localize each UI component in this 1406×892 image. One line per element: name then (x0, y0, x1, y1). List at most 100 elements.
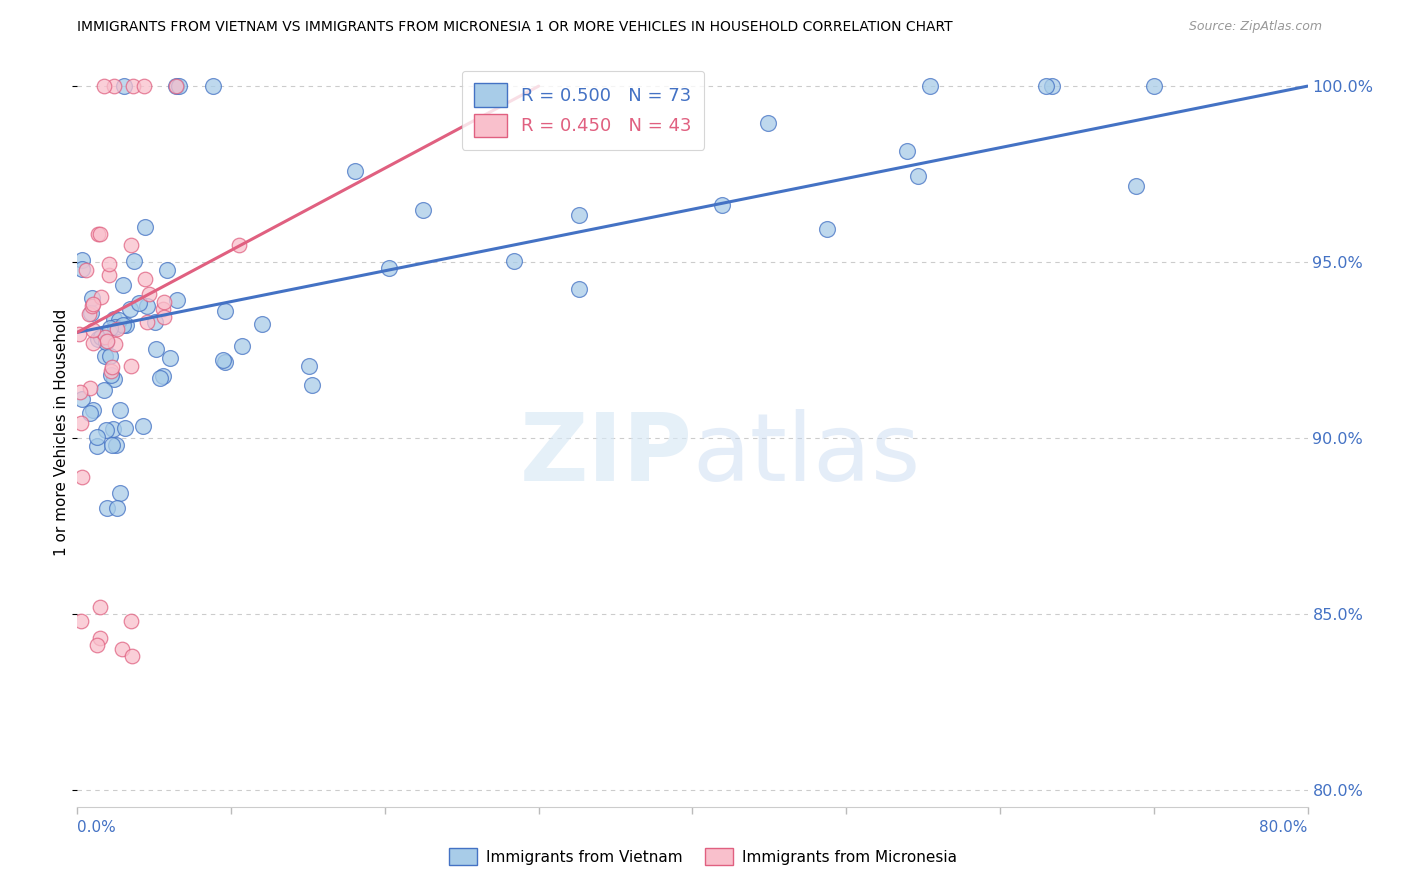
Point (111, 277, 134, 292)
Point (132, 419, 155, 434)
Point (93, 383, 115, 397)
Point (98, 320, 121, 334)
Point (108, 403, 131, 417)
Point (112, 79, 135, 94)
Point (108, 313, 131, 327)
Point (918, 79, 941, 94)
Text: IMMIGRANTS FROM VIETNAM VS IMMIGRANTS FROM MICRONESIA 1 OR MORE VEHICLES IN HOUS: IMMIGRANTS FROM VIETNAM VS IMMIGRANTS FR… (77, 20, 953, 34)
Point (120, 359, 142, 374)
Point (228, 238, 250, 252)
Point (152, 301, 174, 316)
Point (70, 470, 93, 484)
Legend: Immigrants from Vietnam, Immigrants from Micronesia: Immigrants from Vietnam, Immigrants from… (443, 842, 963, 871)
Y-axis label: 1 or more Vehicles in Household: 1 or more Vehicles in Household (53, 309, 69, 557)
Point (89, 330, 111, 344)
Point (90, 290, 112, 304)
Point (136, 299, 159, 313)
Point (214, 355, 236, 369)
Point (86, 430, 108, 444)
Point (70, 262, 93, 277)
Point (1040, 79, 1063, 94)
Point (94, 335, 117, 350)
Point (568, 282, 591, 296)
Point (111, 318, 134, 332)
Point (96, 501, 118, 516)
Point (907, 169, 929, 183)
Point (503, 254, 526, 268)
Point (86, 639, 108, 653)
Point (756, 116, 779, 130)
Point (104, 319, 127, 334)
Point (896, 145, 918, 159)
Point (82, 402, 104, 417)
Point (202, 79, 225, 94)
Point (70, 392, 93, 406)
Text: Source: ZipAtlas.com: Source: ZipAtlas.com (1188, 20, 1322, 33)
Point (94, 330, 117, 344)
Point (103, 312, 125, 326)
Point (94, 349, 117, 363)
Point (101, 359, 124, 374)
Point (82, 323, 104, 337)
Point (132, 79, 155, 94)
Point (817, 222, 839, 236)
Point (711, 198, 734, 212)
Point (1125, 179, 1147, 194)
Point (89, 227, 111, 241)
Point (412, 202, 434, 217)
Point (145, 315, 167, 329)
Point (87, 333, 110, 347)
Point (108, 486, 131, 500)
Point (98, 349, 121, 363)
Point (134, 220, 156, 235)
Point (96, 334, 118, 348)
Point (97, 268, 120, 282)
Text: ZIP: ZIP (520, 409, 693, 501)
Point (152, 369, 174, 384)
Point (94, 423, 117, 437)
Point (79, 407, 101, 421)
Point (166, 79, 188, 94)
Point (87, 227, 110, 242)
Point (105, 438, 128, 452)
Point (103, 79, 125, 94)
Point (114, 420, 136, 434)
Point (103, 372, 125, 386)
Point (214, 304, 236, 318)
Point (165, 79, 187, 94)
Point (67, 327, 90, 342)
Point (138, 287, 160, 301)
Point (153, 295, 176, 310)
Point (231, 339, 253, 353)
Legend: R = 0.500   N = 73, R = 0.450   N = 43: R = 0.500 N = 73, R = 0.450 N = 43 (461, 70, 704, 150)
Point (156, 262, 179, 277)
Point (82, 335, 104, 350)
Point (100, 438, 122, 452)
Point (70, 417, 93, 431)
Text: 80.0%: 80.0% (1260, 821, 1308, 835)
Point (89, 599, 111, 614)
Point (82, 291, 104, 305)
Point (250, 318, 273, 332)
Point (89, 632, 111, 646)
Point (343, 163, 366, 178)
Point (301, 378, 323, 392)
Point (128, 295, 150, 310)
Point (212, 353, 235, 368)
Point (378, 261, 401, 276)
Point (145, 342, 167, 356)
Point (111, 642, 134, 657)
Point (82, 297, 104, 311)
Point (100, 364, 122, 378)
Point (77, 307, 100, 321)
Point (1143, 79, 1166, 94)
Point (134, 272, 156, 286)
Point (80, 306, 103, 320)
Point (105, 501, 128, 516)
Point (149, 371, 172, 385)
Point (122, 254, 145, 268)
Point (79, 381, 101, 395)
Point (568, 208, 591, 222)
Point (120, 614, 142, 628)
Point (93, 79, 115, 94)
